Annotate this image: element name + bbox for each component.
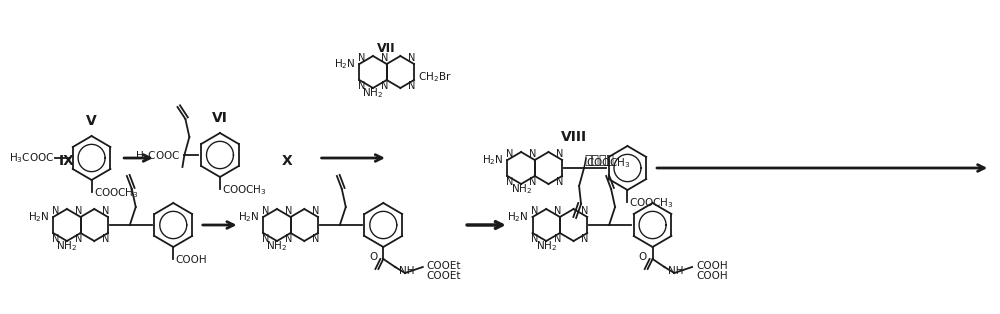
Text: N: N (312, 234, 320, 244)
Text: COOCH$_3$: COOCH$_3$ (94, 186, 138, 200)
Text: COOEt: COOEt (427, 261, 461, 271)
Text: N: N (52, 234, 59, 244)
Text: H$_2$N: H$_2$N (482, 153, 503, 167)
Text: N: N (358, 81, 365, 91)
Text: N: N (554, 206, 561, 216)
Text: N: N (381, 81, 388, 91)
Text: N: N (506, 149, 513, 159)
Text: N: N (408, 81, 416, 91)
Text: VII: VII (377, 42, 396, 55)
Text: N: N (381, 53, 388, 63)
Text: NH: NH (399, 266, 415, 276)
Text: N: N (581, 206, 589, 216)
Text: N: N (506, 177, 513, 187)
Text: COOH: COOH (175, 255, 207, 265)
Text: COOEt: COOEt (427, 271, 461, 281)
Text: O: O (369, 252, 377, 262)
Text: NH$_2$: NH$_2$ (536, 239, 557, 253)
Text: N: N (312, 206, 320, 216)
Text: NH$_2$: NH$_2$ (511, 182, 532, 196)
Text: IX: IX (59, 154, 75, 168)
Text: X: X (281, 154, 292, 168)
Text: N: N (581, 234, 589, 244)
Text: N: N (554, 234, 561, 244)
Text: NH$_2$: NH$_2$ (362, 86, 384, 100)
Text: N: N (556, 149, 564, 159)
Text: N: N (75, 234, 82, 244)
Text: 普拉曲沙: 普拉曲沙 (584, 154, 614, 167)
Text: N: N (531, 206, 538, 216)
Text: VIII: VIII (561, 130, 587, 144)
Text: N: N (556, 177, 564, 187)
Text: N: N (358, 53, 365, 63)
Text: NH$_2$: NH$_2$ (56, 239, 77, 253)
Text: COOH: COOH (696, 271, 728, 281)
Text: H$_2$N: H$_2$N (238, 210, 259, 224)
Text: COOCH$_3$: COOCH$_3$ (629, 196, 674, 210)
Text: N: N (531, 234, 538, 244)
Text: H$_3$COOC: H$_3$COOC (9, 151, 54, 165)
Text: NH$_2$: NH$_2$ (266, 239, 288, 253)
Text: COOCH$_3$: COOCH$_3$ (222, 183, 267, 197)
Text: COOCH$_3$: COOCH$_3$ (586, 156, 631, 170)
Text: NH: NH (668, 266, 684, 276)
Text: N: N (102, 234, 110, 244)
Text: H$_2$N: H$_2$N (334, 57, 355, 71)
Text: N: N (529, 149, 536, 159)
Text: N: N (52, 206, 59, 216)
Text: N: N (75, 206, 82, 216)
Text: N: N (285, 206, 292, 216)
Text: H$_2$N: H$_2$N (28, 210, 49, 224)
Text: VI: VI (212, 111, 228, 125)
Text: N: N (285, 234, 292, 244)
Text: N: N (408, 53, 416, 63)
Text: CH$_2$Br: CH$_2$Br (418, 70, 452, 84)
Text: O: O (638, 252, 647, 262)
Text: N: N (262, 206, 269, 216)
Text: H$_3$COOC: H$_3$COOC (135, 149, 180, 163)
Text: N: N (529, 177, 536, 187)
Text: H$_2$N: H$_2$N (507, 210, 528, 224)
Text: N: N (262, 234, 269, 244)
Text: COOH: COOH (696, 261, 728, 271)
Text: V: V (86, 114, 97, 128)
Text: N: N (102, 206, 110, 216)
